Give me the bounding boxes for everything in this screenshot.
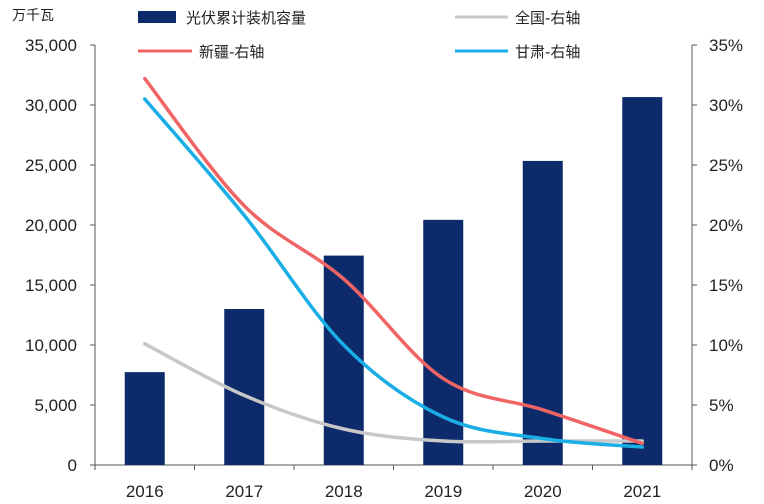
right-tick-label: 5% — [709, 396, 734, 415]
legend-label-xinjiang: 新疆-右轴 — [199, 43, 264, 61]
right-tick-label: 0% — [709, 456, 734, 475]
legend: 光伏累计装机容量 全国-右轴 新疆-右轴 甘肃-右轴 — [138, 9, 580, 61]
right-tick-label: 10% — [709, 336, 743, 355]
left-tick-label: 10,000 — [25, 336, 77, 355]
legend-label-gansu: 甘肃-右轴 — [515, 43, 580, 61]
line-series — [143, 76, 644, 449]
line-xinjiang — [143, 76, 644, 446]
legend-label-national: 全国-右轴 — [515, 9, 580, 27]
line-national — [143, 342, 644, 444]
right-tick-label: 30% — [709, 96, 743, 115]
bar-2016 — [124, 372, 165, 465]
line-gansu — [143, 97, 644, 449]
left-tick-label: 15,000 — [25, 276, 77, 295]
right-tick-label: 20% — [709, 216, 743, 235]
x-tick-label: 2016 — [126, 482, 164, 501]
bar-2017 — [224, 309, 265, 465]
right-tick-label: 25% — [709, 156, 743, 175]
left-tick-label: 35,000 — [25, 36, 77, 55]
x-tick-label: 2021 — [623, 482, 661, 501]
right-axis-ticks: 0% 5% 10% 15% 20% 25% 30% 35% — [692, 36, 743, 475]
left-tick-label: 5,000 — [34, 396, 77, 415]
x-tick-label: 2017 — [225, 482, 263, 501]
x-tick-label: 2020 — [524, 482, 562, 501]
bar-2019 — [423, 219, 464, 465]
right-tick-label: 15% — [709, 276, 743, 295]
bar-2020 — [522, 160, 563, 466]
bar-2021 — [622, 97, 663, 465]
x-tick-label: 2019 — [424, 482, 462, 501]
right-tick-label: 35% — [709, 36, 743, 55]
left-tick-label: 25,000 — [25, 156, 77, 175]
x-tick-label: 2018 — [325, 482, 363, 501]
legend-label-bar: 光伏累计装机容量 — [186, 9, 306, 27]
left-tick-label: 0 — [68, 456, 77, 475]
left-tick-label: 20,000 — [25, 216, 77, 235]
x-axis-ticks: 2016 2017 2018 2019 2020 2021 — [94, 465, 693, 501]
left-axis-unit: 万千瓦 — [12, 8, 54, 24]
left-axis-ticks: 0 5,000 10,000 15,000 20,000 25,000 30,000 35,0… — [25, 36, 95, 475]
legend-swatch-bar — [138, 11, 176, 23]
bar-series — [124, 97, 663, 466]
left-tick-label: 30,000 — [25, 96, 77, 115]
